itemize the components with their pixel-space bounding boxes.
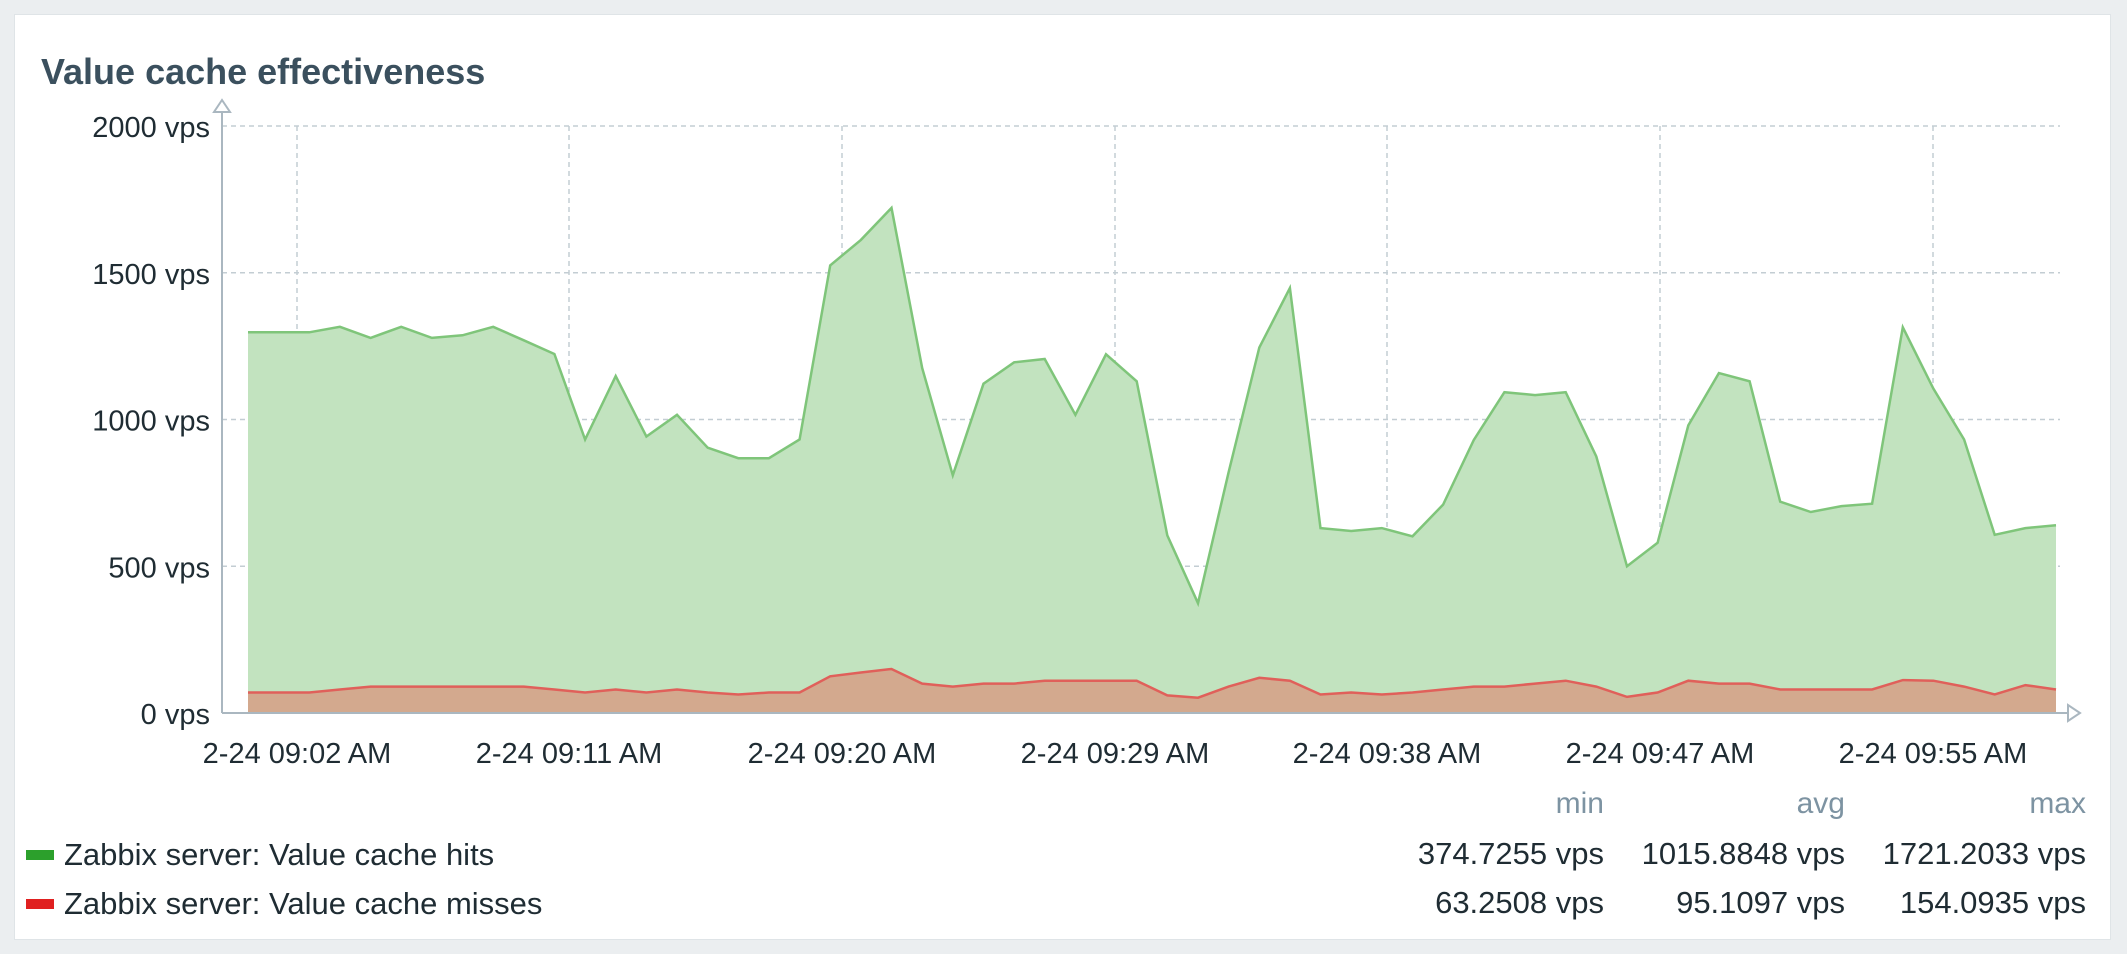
stat-hits-min: 374.7255 vps: [1417, 836, 1604, 871]
stat-misses-avg: 95.1097 vps: [1676, 885, 1845, 920]
legend-item-hits: Zabbix server: Value cache hits: [26, 835, 494, 875]
y-axis-arrow: [212, 98, 232, 113]
y-tick-label: 0 vps: [141, 699, 210, 731]
series-line-0: [248, 205, 2057, 608]
x-tick-label: 2-24 09:20 AM: [748, 738, 937, 770]
legend-swatch-red: [26, 899, 54, 909]
x-axis-arrow: [2067, 703, 2082, 723]
x-tick-label: 2-24 09:38 AM: [1293, 738, 1482, 770]
x-tick-label: 2-24 09:55 AM: [1839, 738, 2028, 770]
y-tick-label: 2000 vps: [92, 112, 210, 144]
stat-misses-max: 154.0935 vps: [1899, 885, 2086, 920]
x-tick-label: 2-24 09:02 AM: [203, 738, 392, 770]
stat-header-min: min: [1555, 787, 1604, 820]
legend-label: Zabbix server: Value cache misses: [64, 886, 543, 921]
widget-title: Value cache effectiveness: [41, 51, 486, 92]
stat-header-avg: avg: [1796, 787, 1845, 820]
series-area-1: [248, 669, 2056, 713]
y-tick-label: 1500 vps: [92, 259, 210, 291]
y-tick-label: 500 vps: [108, 552, 210, 584]
series-line-1: [248, 667, 2057, 699]
stat-header-max: max: [2029, 787, 2086, 820]
legend-label: Zabbix server: Value cache hits: [64, 837, 495, 872]
stat-hits-avg: 1015.8848 vps: [1641, 836, 1845, 871]
y-tick-label: 1000 vps: [92, 406, 210, 438]
x-tick-label: 2-24 09:11 AM: [476, 738, 662, 770]
legend-swatch-green: [26, 850, 54, 860]
x-tick-label: 2-24 09:47 AM: [1566, 738, 1755, 770]
stat-hits-max: 1721.2033 vps: [1882, 836, 2086, 871]
stat-misses-min: 63.2508 vps: [1435, 885, 1604, 920]
legend-item-misses: Zabbix server: Value cache misses: [26, 884, 542, 924]
x-tick-label: 2-24 09:29 AM: [1021, 738, 1210, 770]
